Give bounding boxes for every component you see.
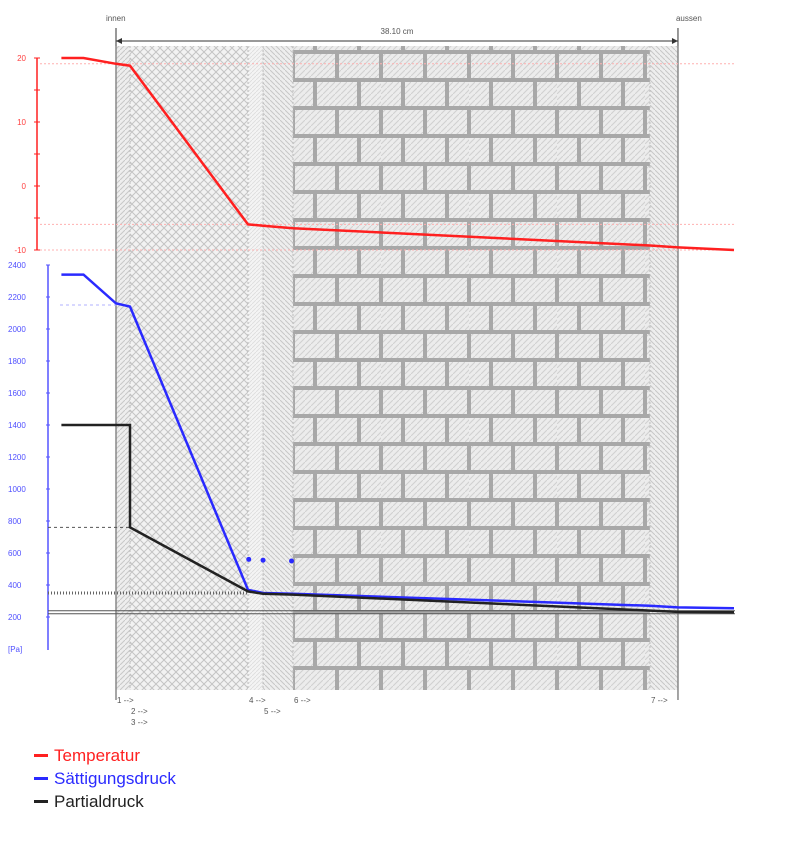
wall-layer-diagonal xyxy=(649,46,678,690)
temperature-tick-label: 0 xyxy=(22,182,27,191)
condensation-point xyxy=(260,557,266,563)
legend-item-temperatur: Temperatur xyxy=(34,744,176,767)
condensation-point xyxy=(289,558,295,564)
legend-item-partialdruck: Partialdruck xyxy=(34,790,176,813)
pressure-tick-label: 600 xyxy=(8,549,22,558)
pressure-tick-label: 400 xyxy=(8,581,22,590)
pressure-unit-label: [Pa] xyxy=(8,645,22,654)
pressure-tick-label: 1800 xyxy=(8,357,26,366)
thickness-label: 38.10 cm xyxy=(381,27,414,36)
boundary-label: 5 --> xyxy=(264,707,281,716)
dimension-arrow-left xyxy=(116,38,122,44)
outside-label: aussen xyxy=(676,14,702,23)
wall-layer-diagonal xyxy=(263,46,293,690)
temperature-tick-label: -10 xyxy=(14,246,26,255)
legend: Temperatur Sättigungsdruck Partialdruck xyxy=(34,744,176,813)
series-line-partialdruck xyxy=(61,423,735,614)
boundary-label: 7 --> xyxy=(651,696,668,705)
inside-label: innen xyxy=(106,14,126,23)
boundary-label: 6 --> xyxy=(294,696,311,705)
pressure-tick-label: 2400 xyxy=(8,261,26,270)
series-line-temperatur xyxy=(61,56,735,252)
pressure-tick-label: 2000 xyxy=(8,325,26,334)
condensation-point xyxy=(246,556,252,562)
pressure-tick-label: 1000 xyxy=(8,485,26,494)
legend-label: Sättigungsdruck xyxy=(54,769,176,788)
temperature-tick-label: 20 xyxy=(17,54,26,63)
wall-layer-brick xyxy=(293,46,650,690)
boundary-label: 2 --> xyxy=(131,707,148,716)
wall-layer-light xyxy=(248,46,264,690)
pressure-tick-label: 1600 xyxy=(8,389,26,398)
pressure-tick-label: 1400 xyxy=(8,421,26,430)
legend-swatch xyxy=(34,800,48,803)
boundary-label: 4 --> xyxy=(249,696,266,705)
pressure-tick-label: 2200 xyxy=(8,293,26,302)
boundary-label: 1 --> xyxy=(117,696,134,705)
legend-swatch xyxy=(34,777,48,780)
legend-label: Partialdruck xyxy=(54,792,144,811)
legend-label: Temperatur xyxy=(54,746,140,765)
legend-item-saettigungsdruck: Sättigungsdruck xyxy=(34,767,176,790)
pressure-tick-label: 800 xyxy=(8,517,22,526)
boundary-label: 3 --> xyxy=(131,718,148,727)
pressure-tick-label: 1200 xyxy=(8,453,26,462)
temperature-tick-label: 10 xyxy=(17,118,26,127)
legend-swatch xyxy=(34,754,48,757)
pressure-tick-label: 200 xyxy=(8,613,22,622)
wall-layer-plaster xyxy=(116,46,131,690)
wall-layer-crosshatch xyxy=(130,46,249,690)
dimension-arrow-right xyxy=(671,38,678,44)
